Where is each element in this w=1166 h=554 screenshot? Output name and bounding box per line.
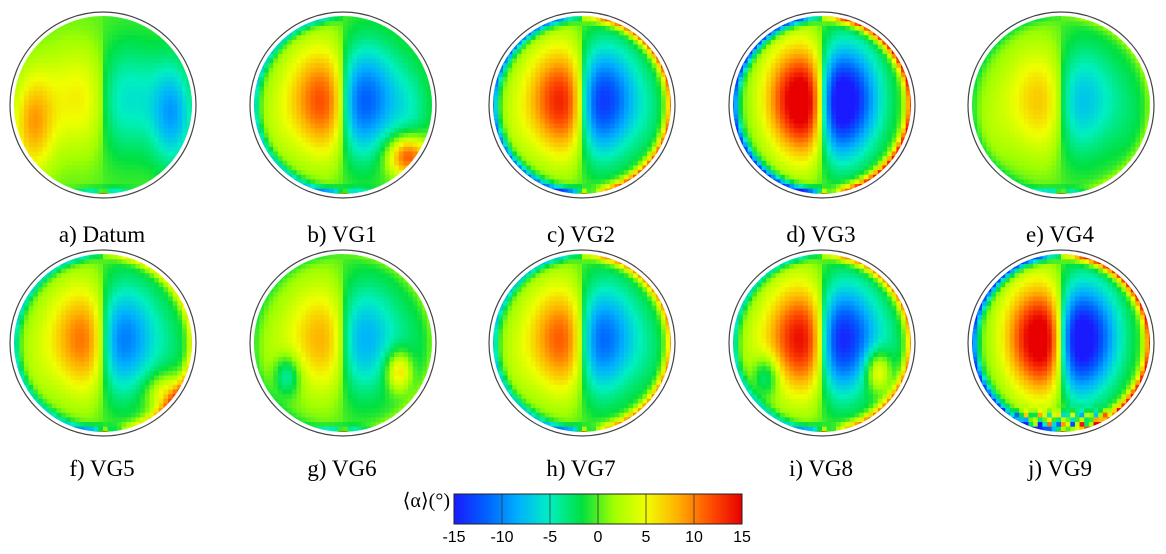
panel-a: a) Datum	[8, 10, 208, 250]
circle-outline	[488, 249, 676, 437]
panel-f: f) VG5	[8, 248, 208, 488]
panel-label-c: c) VG2	[547, 222, 615, 247]
panel-c: c) VG2	[487, 10, 687, 250]
colorbar-tick-label: -10	[490, 529, 514, 546]
panel-label-g: g) VG6	[307, 456, 377, 481]
colorbar-gradient	[453, 493, 743, 525]
contour-plot-e	[967, 11, 1155, 199]
circle-outline	[249, 11, 437, 199]
colorbar-tick-label: 10	[685, 529, 703, 546]
circle-outline	[967, 249, 1155, 437]
panel-label-i: i) VG8	[788, 456, 854, 481]
colorbar: ⟨α⟩(°) -15 -10 -5 0 5 10 15	[372, 488, 772, 554]
panel-e: e) VG4	[966, 10, 1166, 250]
circle-outline	[728, 11, 916, 199]
panel-b: b) VG1	[248, 10, 448, 250]
panel-h: h) VG7	[487, 248, 687, 488]
colorbar-tick-label: 0	[593, 529, 603, 546]
colorbar-tick-label: -5	[542, 529, 558, 546]
contour-plot-f	[9, 249, 197, 437]
circle-outline	[728, 249, 916, 437]
circle-outline	[488, 11, 676, 199]
contour-plot-c	[488, 11, 676, 199]
panel-label-f: f) VG5	[69, 456, 135, 481]
panel-label-b: b) VG1	[307, 222, 377, 247]
panel-label-h: h) VG7	[546, 456, 616, 481]
circle-outline	[9, 11, 197, 199]
contour-plot-j	[967, 249, 1155, 437]
contour-plot-b	[249, 11, 437, 199]
panel-label-e: e) VG4	[1026, 222, 1094, 247]
panel-i: i) VG8	[727, 248, 927, 488]
panel-d: d) VG3	[727, 10, 927, 250]
colorbar-tick-label: 15	[733, 529, 751, 546]
panel-label-a: a) Datum	[58, 222, 146, 247]
panel-j: j) VG9	[966, 248, 1166, 488]
contour-plot-a	[9, 11, 197, 199]
circle-outline	[967, 11, 1155, 199]
colorbar-title: ⟨α⟩(°)	[402, 490, 450, 512]
circle-outline	[9, 249, 197, 437]
colorbar-tick-label: 5	[641, 529, 651, 546]
contour-plot-g	[249, 249, 437, 437]
panel-g: g) VG6	[248, 248, 448, 488]
colorbar-tick-label: -15	[442, 529, 466, 546]
contour-plot-h	[488, 249, 676, 437]
contour-plot-d	[728, 11, 916, 199]
circle-outline	[249, 249, 437, 437]
panel-label-d: d) VG3	[786, 222, 856, 247]
panel-label-j: j) VG9	[1027, 456, 1093, 481]
contour-plot-i	[728, 249, 916, 437]
